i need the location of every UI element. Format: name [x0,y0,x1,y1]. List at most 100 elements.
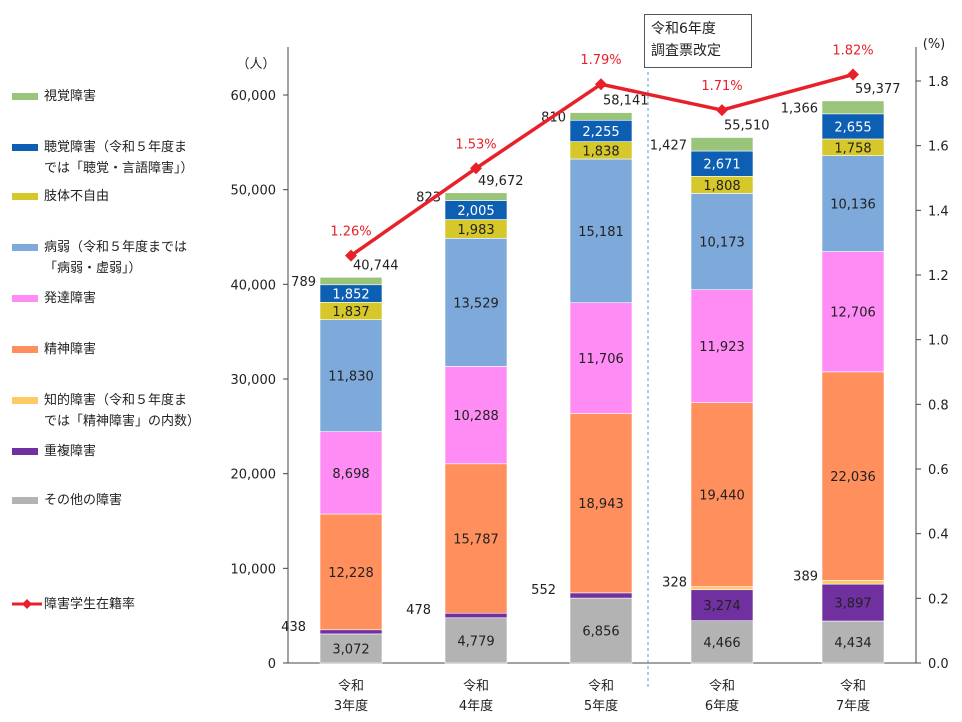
data-label: 552 [531,583,556,598]
line-data-label: 1.71% [701,79,742,94]
y2-tick-label: 0.8 [928,398,949,413]
y-tick-label: 20,000 [231,468,277,483]
y2-tick-label: 1.0 [928,334,949,349]
legend-swatch [12,448,38,455]
x-tick-label: 4年度 [459,698,493,714]
y-tick-label: 10,000 [231,562,277,577]
legend-label: では「聴覚・言語障害」） [44,161,194,176]
legend-swatch [12,93,38,100]
bar-segment [319,629,383,635]
bar-segment [319,319,383,432]
data-label: 2,005 [457,204,494,219]
data-label: 18,943 [578,497,624,512]
legend-label: その他の障害 [44,493,123,508]
data-label: 12,228 [328,566,374,581]
legend-swatch [12,497,38,504]
line-data-label: 1.79% [580,53,621,68]
legend-swatch [12,193,38,200]
y-tick-label: 50,000 [231,184,277,199]
annotation-line-2: 調査票改定 [651,43,721,59]
data-label: 8,698 [332,467,369,482]
line-point [345,249,357,262]
x-tick-label: 3年度 [334,698,368,714]
legend-label: 病弱（令和５年度までは [44,240,188,255]
line-data-label: 1.26% [330,225,371,240]
x-tick-label: 6年度 [705,698,739,714]
bar-segment [444,612,508,619]
survey-revision-annotation: 令和6年度 調査票改定 [644,14,752,68]
bar-segment [821,620,885,664]
bar-segment [690,620,754,664]
legend-label: 「病弱・虚弱」） [44,261,142,276]
x-tick-label: 令和 [588,679,614,694]
bar-segment [690,589,754,622]
data-label: 19,440 [699,489,745,504]
bar-segment [444,617,508,664]
data-label: 2,255 [582,125,619,140]
bar-segment [821,371,885,581]
total-label: 40,744 [353,258,399,273]
x-tick-label: 令和 [338,679,364,694]
line-data-label: 1.53% [455,137,496,152]
total-label: 49,672 [478,174,524,189]
data-label: 11,923 [699,340,745,355]
bar-segment [690,193,754,291]
data-label: 478 [406,603,431,618]
data-label: 1,427 [650,138,687,153]
bar-segment [821,113,885,140]
bar-segment [319,513,383,631]
legend-label: 肢体不自由 [44,189,110,204]
data-label: 3,274 [703,599,740,614]
data-label: 12,706 [830,306,876,321]
bar-segment [319,431,383,515]
annotation-line-1: 令和6年度 [651,21,716,37]
bar-segment [690,137,754,152]
legend-label: 精神障害 [44,342,97,357]
legend-swatch [12,346,38,353]
data-label: 1,838 [582,144,619,159]
data-label: 1,366 [781,101,818,116]
legend-swatch [12,144,38,151]
data-label: 10,173 [699,236,745,251]
bar-segment [690,586,754,591]
bar-segment [569,158,633,304]
bar-segment [690,402,754,587]
bar-segment [821,155,885,252]
y2-tick-label: 1.4 [928,204,949,219]
x-tick-label: 7年度 [836,698,870,714]
y2-tick-label: 0.4 [928,528,949,543]
total-label: 58,141 [603,94,649,109]
bar-segment [569,413,633,594]
data-label: 823 [416,191,441,206]
data-label: 10,288 [453,409,499,424]
data-label: 389 [793,569,818,584]
data-label: 438 [281,620,306,635]
total-label: 59,377 [855,82,901,97]
y-tick-label: 0 [268,657,276,672]
data-label: 789 [291,275,316,290]
bar-segment [444,366,508,465]
data-label: 1,808 [703,179,740,194]
data-label: 4,466 [703,636,740,651]
x-tick-label: 令和 [840,679,866,694]
y2-tick-label: 0.2 [928,592,949,607]
line-point [716,104,728,117]
bar-segment [821,251,885,373]
legend-label: 発達障害 [44,291,97,306]
bar-segment [444,463,508,614]
data-label: 3,072 [332,642,369,657]
line-point [847,68,859,81]
bar-segment [569,302,633,414]
bar-segment [821,580,885,585]
bar-segment [821,583,885,622]
x-tick-label: 令和 [463,679,489,694]
legend-label: 障害学生在籍率 [44,597,136,612]
y2-tick-label: 1.8 [928,75,949,90]
line-data-label: 1.82% [832,44,873,59]
legend-swatch [12,295,38,302]
data-label: 15,787 [453,533,499,548]
data-label: 1,983 [457,223,494,238]
data-label: 10,136 [830,198,876,213]
bar-segment [319,633,383,664]
